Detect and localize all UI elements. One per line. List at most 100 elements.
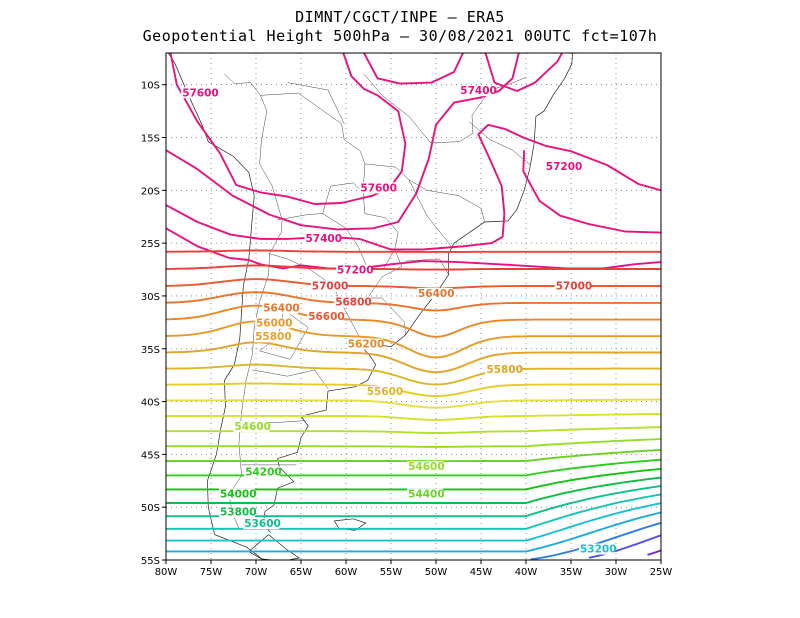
contour-53200 (166, 502, 661, 542)
contour-label: 54600 (408, 461, 445, 473)
lon-tick-label: 75W (200, 567, 223, 578)
contour-label-bg (417, 287, 453, 299)
contour-label-bg (346, 338, 383, 350)
contour-label-bg (544, 161, 581, 173)
contour-label-bg (485, 363, 522, 375)
contour-57400 (522, 150, 661, 234)
lat-tick-label: 15S (141, 134, 160, 145)
lat-tick-label: 40S (141, 398, 160, 409)
contour-label: 57400 (460, 85, 497, 97)
contour-label-bg (233, 421, 270, 433)
political-border (430, 77, 527, 144)
contour-label: 56600 (308, 311, 345, 323)
political-border (260, 92, 366, 221)
contour-label: 55600 (367, 386, 404, 398)
contour-label: 56000 (256, 318, 293, 330)
contour-55600 (166, 363, 661, 386)
contour-57200 (166, 227, 661, 270)
lon-tick-label: 60W (335, 567, 358, 578)
contour-53800 (166, 476, 661, 504)
contour-label: 56400 (263, 303, 300, 315)
contour-label-bg (255, 317, 291, 329)
lon-tick-label: 45W (470, 567, 493, 578)
falkland-islands (334, 518, 367, 531)
contour-52600 (588, 534, 661, 559)
contour-label-bg (219, 488, 255, 500)
contour-label-bg (365, 386, 402, 398)
contour-label-bg (359, 182, 396, 194)
lat-tick-label: 50S (141, 503, 160, 514)
contour-label: 55800 (255, 331, 292, 343)
contour-label: 53600 (244, 518, 281, 530)
contour-55000 (166, 412, 661, 421)
political-border (269, 253, 360, 338)
contour-label-bg (307, 311, 344, 323)
contour-label: 57600 (360, 182, 397, 194)
contour-label-bg (243, 518, 280, 530)
contour-label: 57600 (182, 87, 219, 99)
contour-57400 (166, 123, 661, 251)
political-border (363, 73, 431, 143)
contour-57000 (166, 249, 661, 253)
contour-label-bg (336, 264, 372, 276)
contour-label: 57400 (306, 233, 343, 245)
lon-tick-label: 25W (650, 567, 673, 578)
lon-tick-label: 70W (245, 567, 268, 578)
contour-label: 56200 (348, 339, 385, 351)
contour-label: 57000 (312, 281, 349, 293)
contour-label-bg (554, 280, 591, 292)
political-border (364, 163, 452, 247)
contour-labels: 57600 57600 57400 57200 57400 57200 57000 57000… (181, 85, 617, 556)
contour-54400 (166, 448, 661, 463)
lon-tick-label: 35W (560, 567, 583, 578)
contour-label: 54400 (408, 489, 445, 501)
political-border (469, 121, 531, 166)
contour-label: 57200 (546, 161, 583, 173)
longitude-ticks: 80W 75W 70W 65W 60W 55W 50W 45W 40W 35W 30W 25W (155, 560, 673, 578)
contour-55400 (166, 382, 661, 397)
latitude-ticks: 10S 15S 20S 25S 30S 35S 40S 45S 50S 55S (141, 81, 166, 567)
political-border (287, 82, 345, 124)
contour-55200 (166, 398, 661, 409)
contour-label-bg (407, 461, 444, 473)
map-title-line2: Geopotential Height 500hPa – 30/08/2021 … (142, 27, 658, 45)
contour-label: 55800 (486, 364, 523, 376)
lat-tick-label: 35S (141, 345, 160, 356)
contour-lines (166, 53, 661, 560)
contour-57600 (169, 53, 407, 205)
contour-label-bg (244, 466, 281, 478)
contour-56200 (166, 304, 661, 338)
contour-label: 53800 (220, 507, 257, 519)
contour-label: 57000 (556, 281, 593, 293)
contour-57600 (363, 53, 464, 85)
contour-56000 (166, 320, 661, 359)
contour-label: 54600 (234, 421, 271, 433)
lat-tick-label: 10S (141, 81, 160, 92)
contour-label-bg (407, 488, 444, 500)
contour-54600 (166, 438, 661, 448)
lon-tick-label: 40W (515, 567, 538, 578)
political-border (408, 179, 485, 223)
contour-56800 (166, 264, 661, 271)
lat-tick-label: 25S (141, 239, 160, 250)
contour-label-bg (304, 233, 341, 245)
contour-label-bg (459, 85, 496, 97)
lon-tick-label: 65W (290, 567, 313, 578)
contour-label-bg (579, 543, 615, 555)
contour-label-bg (219, 506, 255, 518)
lat-tick-label: 20S (141, 186, 160, 197)
contour-label-bg (334, 296, 371, 308)
contour-label-bg (254, 331, 291, 343)
contour-52400 (647, 549, 661, 556)
lon-tick-label: 30W (605, 567, 628, 578)
contour-label: 53200 (580, 544, 617, 556)
contour-57400 (484, 53, 563, 92)
political-border (224, 73, 261, 96)
lon-tick-label: 80W (155, 567, 178, 578)
contour-label: 57200 (337, 265, 374, 277)
contour-label: 56800 (335, 296, 372, 308)
pacific-coastline (167, 53, 264, 560)
lat-tick-label: 55S (141, 556, 160, 567)
contour-label-bg (181, 87, 218, 99)
